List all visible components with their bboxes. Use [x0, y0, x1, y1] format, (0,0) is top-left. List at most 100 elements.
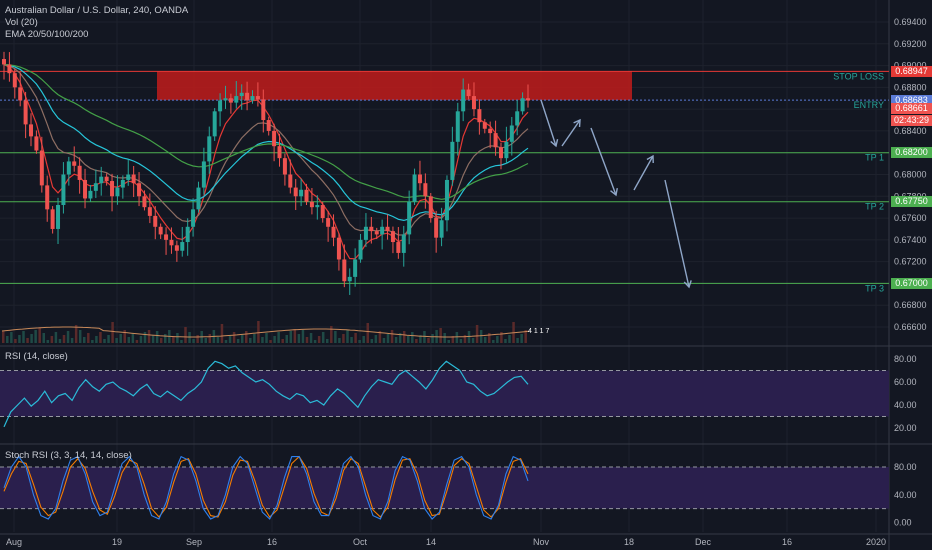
stoch-tick-label: 0.00	[894, 518, 912, 528]
level-label-tp-2: TP 2	[865, 202, 884, 212]
volume-bar	[62, 335, 66, 343]
projection-arrow-head	[683, 280, 692, 289]
candle-body	[272, 130, 277, 147]
candle-body	[207, 136, 212, 162]
candle-body	[164, 234, 169, 240]
price-candles	[2, 51, 530, 295]
volume-bar	[10, 332, 13, 343]
stoch-rsi-indicator-label[interactable]: Stoch RSI (3, 3, 14, 14, close)	[5, 450, 132, 461]
volume-bar	[143, 332, 147, 343]
volume-bar	[346, 330, 349, 343]
candle-body	[180, 242, 185, 251]
volume-indicator-label[interactable]: Vol (20)	[5, 17, 38, 28]
stoch-d-line	[3, 455, 529, 518]
price-tick-label: 0.67200	[894, 257, 927, 267]
volume-bar	[172, 337, 175, 343]
candle-body	[250, 96, 255, 101]
volume-bar	[253, 334, 256, 343]
candle-body	[56, 205, 61, 229]
level-label-stop-loss: STOP LOSS	[833, 71, 884, 81]
candle-body	[390, 231, 395, 243]
candle-body	[23, 100, 28, 125]
volume-bar	[443, 333, 446, 343]
candle-body	[137, 183, 142, 197]
candle-body	[288, 174, 293, 188]
level-label-tp-1: TP 1	[865, 153, 884, 163]
candle-body	[174, 245, 179, 251]
volume-bar	[321, 332, 325, 343]
volume-bar	[224, 340, 228, 343]
ema-50-line	[3, 63, 529, 236]
candle-body	[293, 187, 298, 197]
volume-bar	[54, 332, 58, 343]
volume-bar	[504, 339, 507, 343]
candle-body	[66, 161, 71, 175]
rsi-indicator-label[interactable]: RSI (14, close)	[5, 351, 68, 362]
time-tick-label: Aug	[6, 537, 22, 547]
symbol-title[interactable]: Australian Dollar / U.S. Dollar, 240, OA…	[5, 5, 189, 16]
ema-indicator-label[interactable]: EMA 20/50/100/200	[5, 29, 89, 40]
volume-bar	[382, 338, 386, 343]
volume-bar	[240, 335, 244, 343]
candle-body	[347, 276, 352, 282]
candle-body	[142, 196, 147, 208]
volume-counter: 4 1 1 7	[528, 328, 550, 335]
volume-bar	[524, 330, 527, 343]
volume-bar	[370, 339, 374, 343]
volume-bar	[176, 333, 179, 343]
volume-bar	[508, 335, 511, 343]
projection-arrow-line	[664, 179, 690, 288]
volume-bar	[204, 338, 207, 343]
projection-arrows	[540, 99, 692, 289]
volume-bar	[164, 334, 167, 343]
volume-bar	[38, 328, 41, 343]
candle-body	[266, 120, 271, 131]
projection-arrow-head	[610, 187, 618, 197]
volume-bar	[151, 335, 155, 343]
volume-bar	[184, 327, 187, 343]
price-tick-label: 0.68800	[894, 82, 927, 92]
volume-bar	[87, 333, 90, 343]
time-tick-label: Sep	[186, 537, 202, 547]
candle-body	[331, 226, 336, 238]
price-tag-tp-2: 0.67750	[891, 196, 932, 208]
volume-bar	[135, 340, 139, 343]
volume-bar	[265, 333, 268, 343]
candle-body	[477, 109, 482, 123]
rsi-tick-label: 40.00	[894, 400, 917, 410]
candle-body	[77, 165, 82, 180]
candle-body	[29, 124, 34, 137]
volume-bar	[326, 339, 329, 343]
candle-body	[282, 158, 287, 175]
volume-bar	[103, 339, 106, 343]
candle-body	[423, 183, 428, 197]
volume-bar	[208, 334, 212, 343]
candle-body	[342, 259, 347, 282]
candle-body	[471, 96, 476, 110]
volume-bar	[115, 338, 118, 343]
candle-body	[488, 128, 493, 134]
volume-bar	[220, 324, 224, 343]
volume-bar	[277, 332, 280, 343]
candle-body	[196, 187, 201, 210]
volume-bar	[289, 331, 293, 343]
candle-body	[34, 136, 39, 151]
volume-bar	[95, 336, 98, 343]
price-tick-label: 0.69000	[894, 61, 927, 71]
candle-body	[185, 226, 190, 243]
candle-body	[434, 218, 439, 238]
volume-bar	[451, 336, 455, 343]
time-tick-label: Nov	[533, 537, 550, 547]
price-tag-tp-3: 0.67000	[891, 277, 932, 289]
candle-body	[239, 92, 244, 97]
candle-body	[110, 181, 115, 197]
volume-bar	[74, 325, 78, 343]
candle-body	[385, 226, 390, 232]
price-tick-label: 0.68000	[894, 170, 927, 180]
candle-body	[218, 100, 223, 112]
candle-body	[120, 179, 125, 188]
volume-bar	[22, 331, 25, 343]
volume-bars: 4 1 1 7	[1, 321, 550, 343]
volume-bar	[317, 336, 321, 343]
volume-bar	[447, 340, 450, 343]
